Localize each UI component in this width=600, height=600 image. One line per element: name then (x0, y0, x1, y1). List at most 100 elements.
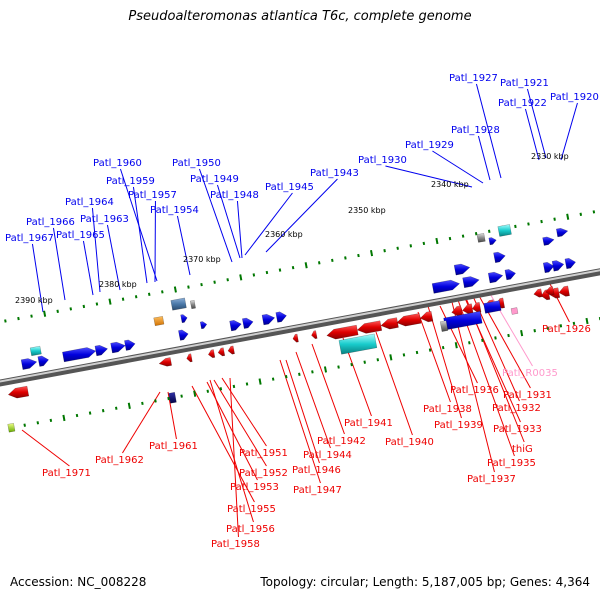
forward-gene (431, 279, 461, 294)
scale-tick (527, 222, 530, 226)
gene-label: Patl_1954 (150, 205, 199, 216)
label-leader-line (191, 385, 255, 503)
label-leader-line (432, 150, 484, 184)
reverse-gene (207, 349, 216, 359)
label-leader-line (213, 379, 267, 467)
gene-label: Patl_1931 (503, 390, 552, 401)
gene-label: Patl_1932 (492, 403, 541, 414)
orange-feature (153, 316, 165, 327)
forward-gene (178, 329, 189, 341)
scale-tick (36, 421, 40, 425)
scale-tick (448, 236, 452, 241)
label-leader-line (176, 215, 191, 276)
gene-label: Patl_1922 (498, 98, 547, 109)
scale-tick (193, 390, 197, 397)
scale-tick (572, 321, 576, 326)
gene-label: Patl_1947 (293, 485, 342, 496)
gene-label: Patl_1927 (449, 73, 498, 84)
scale-tick (323, 366, 328, 373)
grey-feature (476, 233, 486, 243)
label-leader-line (244, 192, 293, 256)
reverse-gene (292, 333, 299, 343)
scale-tick (187, 285, 190, 289)
scale-tick (213, 280, 216, 284)
forward-gene (261, 313, 276, 326)
label-leader-line (279, 359, 321, 484)
gene-label: Patl_1941 (344, 418, 393, 429)
scale-tick (114, 406, 118, 410)
forward-gene (556, 227, 569, 238)
gene-label: Patl_1962 (95, 455, 144, 466)
label-leader-line (477, 135, 491, 181)
gene-label: Patl_1939 (434, 420, 483, 431)
gene-label: Patl_1944 (303, 450, 352, 461)
scale-tick (559, 324, 563, 328)
reverse-gene (356, 320, 383, 334)
scale-tick (468, 341, 471, 345)
scale-tick (173, 286, 177, 293)
reverse-gene (558, 285, 570, 297)
scale-tick (75, 413, 79, 418)
gene-label: Patl_1966 (26, 217, 75, 228)
scale-tick (592, 210, 596, 214)
label-leader-line (198, 168, 233, 263)
scale-tick (154, 399, 157, 403)
scale-tick (239, 274, 243, 281)
scale-tick (370, 249, 374, 257)
scale-tick (56, 309, 59, 313)
label-leader-line (216, 184, 241, 259)
gene-label: Patl_1933 (493, 424, 542, 435)
forward-gene (37, 355, 49, 367)
forward-gene (242, 317, 254, 329)
scale-tick (127, 402, 131, 409)
scale-tick (585, 317, 589, 325)
gene-label: Patl_1938 (423, 404, 472, 415)
scale-tick (533, 329, 536, 333)
label-leader-line (475, 83, 502, 179)
scale-tick (134, 295, 138, 299)
scale-tick (487, 229, 491, 233)
label-leader-line (385, 165, 473, 188)
genome-summary-text: Topology: circular; Length: 5,187,005 bp… (260, 575, 590, 589)
scale-tick (69, 307, 73, 311)
cyan-feature (338, 333, 378, 355)
scale-tick (101, 409, 105, 413)
gene-label: Patl_1948 (210, 190, 259, 201)
gene-label: Patl_1952 (239, 468, 288, 479)
gene-label: Patl_1955 (227, 504, 276, 515)
scale-tick (507, 333, 510, 338)
reverse-gene (533, 288, 543, 298)
scale-tick (23, 423, 26, 427)
scale-tick (441, 345, 445, 350)
scale-tick (481, 338, 484, 343)
genome-backbone-highlight (0, 269, 600, 383)
scale-tick (180, 394, 183, 398)
scale-tick (245, 382, 249, 386)
gene-label: Patl_1961 (149, 441, 198, 452)
forward-gene (453, 263, 471, 276)
scale-tick (435, 237, 439, 245)
gene-label: Patl_1957 (128, 190, 177, 201)
scale-tick (271, 377, 275, 381)
label-leader-line (209, 379, 254, 523)
scale-label: 2340 kbp (431, 180, 469, 189)
scale-tick (422, 241, 426, 246)
scale-tick (383, 249, 386, 253)
scale-tick (540, 219, 543, 224)
forward-gene (462, 276, 480, 289)
forward-gene (542, 261, 555, 274)
scale-tick (265, 270, 269, 275)
scale-tick (258, 378, 262, 385)
gene-label: Patl_1926 (542, 324, 591, 335)
scale-tick (226, 278, 229, 282)
label-leader-line (560, 102, 578, 161)
scale-tick (376, 358, 380, 362)
label-leader-line (427, 305, 462, 419)
scale-label: 2350 kbp (348, 206, 386, 215)
reverse-gene (396, 313, 422, 327)
map-title: Pseudoalteromonas atlantica T6c, complet… (128, 9, 472, 24)
scale-tick (167, 396, 170, 401)
lime-feature (7, 422, 16, 433)
